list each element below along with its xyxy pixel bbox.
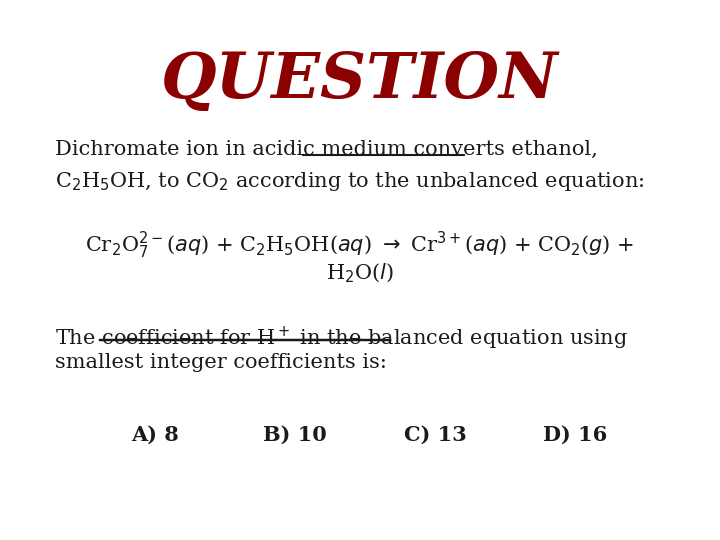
Text: C$_2$H$_5$OH, to CO$_2$ according to the unbalanced equation:: C$_2$H$_5$OH, to CO$_2$ according to the… xyxy=(55,170,644,193)
Text: Dichromate ion in acidic medium converts ethanol,: Dichromate ion in acidic medium converts… xyxy=(55,140,598,159)
Text: B) 10: B) 10 xyxy=(263,425,327,445)
Text: smallest integer coefficients is:: smallest integer coefficients is: xyxy=(55,353,387,372)
Text: QUESTION: QUESTION xyxy=(161,50,559,111)
Text: D) 16: D) 16 xyxy=(543,425,607,445)
Text: The coefficient for H$^+$ in the balanced equation using: The coefficient for H$^+$ in the balance… xyxy=(55,325,628,352)
Text: A) 8: A) 8 xyxy=(131,425,179,445)
Text: C) 13: C) 13 xyxy=(404,425,467,445)
Text: Cr$_2$O$_7^{2-}$($aq$) + C$_2$H$_5$OH($aq$) $\rightarrow$ Cr$^{3+}$($aq$) + CO$_: Cr$_2$O$_7^{2-}$($aq$) + C$_2$H$_5$OH($a… xyxy=(86,230,634,261)
Text: H$_2$O($l$): H$_2$O($l$) xyxy=(326,262,394,285)
